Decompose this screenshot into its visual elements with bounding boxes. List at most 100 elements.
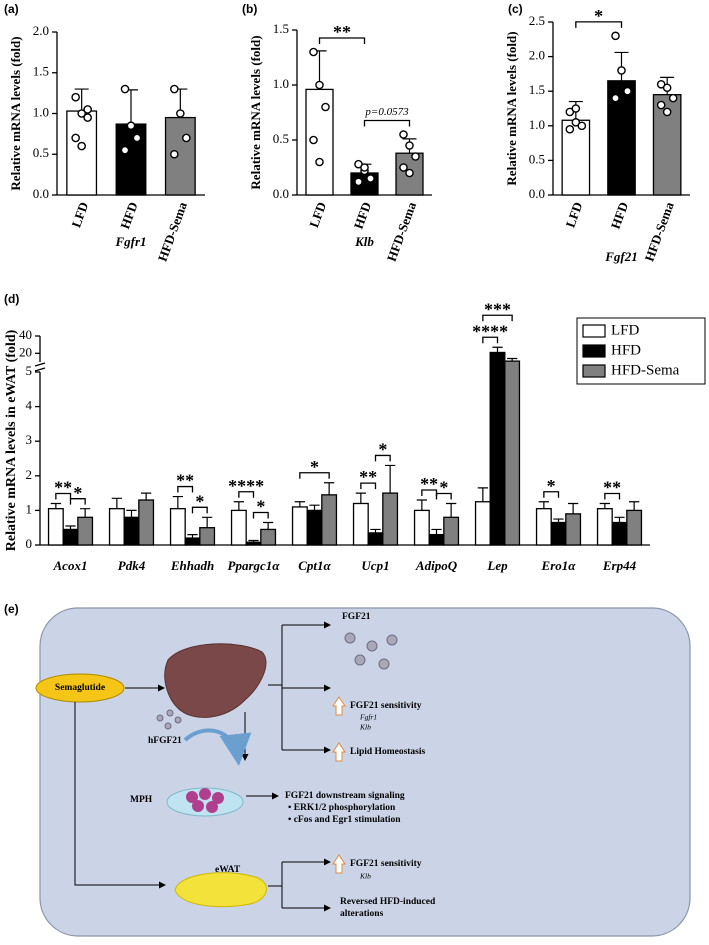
bar [230,509,247,546]
bar [108,508,125,546]
data-point [182,133,191,143]
bar [550,521,567,546]
x-tick-label: Erp44 [602,558,637,573]
significance-bracket [482,314,513,322]
x-tick-label: HFD-Sema [155,199,191,263]
error-bar [553,518,564,523]
data-point [354,177,363,187]
y-tick-label: 0.5 [529,151,545,166]
error-bar [187,534,198,539]
data-point [83,113,92,122]
secretion-label: FGF21 [342,612,371,622]
bar [291,506,308,546]
error-bar [614,516,625,523]
panel-label: (d) [4,292,19,306]
error-bar [172,495,183,509]
data-point [399,163,408,172]
data-point [71,133,80,143]
x-tick-label: LFD [306,200,329,230]
data-point [366,174,375,183]
diagram: (e) Semaglutide FGF21 FGF21 sensitivity … [4,602,691,937]
error-bar [111,497,122,509]
panel-label: (c) [508,2,523,16]
error-bar [202,516,213,528]
x-axis-label: Fgf21 [604,249,638,264]
data-point [611,31,620,41]
bar [115,123,147,196]
y-tick-label: 0.0 [33,186,49,201]
up-arrow-icon [332,696,346,716]
x-axis-label: Fgfr1 [114,234,146,249]
bar [367,532,384,546]
significance-bracket [363,119,411,127]
data-point [577,121,587,131]
bar [321,494,338,546]
data-point [309,135,318,145]
bar [199,527,216,546]
y-tick-label: 0.5 [273,131,289,146]
sensitivity-label: FGF21 sensitivity [350,701,422,711]
bar [184,537,201,546]
x-axis-label: Klb [354,234,374,249]
data-point [315,80,324,90]
error-bar [324,482,335,495]
error-bar [233,501,244,511]
x-tick-label: Ero1α [541,558,577,573]
bar [47,508,64,546]
x-tick-label: Cpt1α [298,558,331,573]
significance-label: ** [54,478,72,498]
y-tick-label: 2.0 [529,48,545,63]
significance-bracket [252,511,269,519]
significance-label: * [594,6,603,26]
y-tick-label: 1.0 [33,104,49,119]
axis-break [34,362,46,367]
error-bar [431,528,442,535]
reversal-label: alterations [340,909,384,919]
y-tick-label: 2.5 [529,13,545,28]
y-tick-label: 40 [19,327,32,342]
bar [306,509,323,546]
significance-bracket [299,472,330,479]
lipid-label: Lipid Homeostasis [350,747,426,757]
significance-bracket [238,491,255,498]
data-point [656,100,666,110]
data-point [120,84,130,94]
drug-shape [35,673,125,703]
y-axis-label: Relative mRNA levels (fold) [248,35,263,189]
signaling-item: • ERK1/2 phosphorylation [288,803,396,813]
y-tick-label: 1.5 [529,82,545,97]
error-bar [385,464,396,494]
data-point [71,92,80,102]
y-tick-label: 20 [19,344,32,359]
significance-bracket [604,492,621,500]
error-bar [141,492,152,501]
significance-bracket [69,498,86,505]
data-point [611,93,620,103]
bar [77,516,94,546]
y-tick-label: 1.0 [273,76,289,91]
arrow-branches [268,862,283,908]
data-point [321,102,330,112]
significance-label: **** [472,321,508,341]
x-tick-label: AdipoQ [415,558,458,573]
error-bar [74,88,89,112]
legend-label: LFD [611,322,640,338]
bar [62,528,79,546]
significance-bracket [374,454,391,462]
cells [186,788,224,813]
significance-bracket [55,492,72,500]
y-axis-label: Relative mRNA levels (fold) [8,36,23,190]
significance-bracket [482,336,499,344]
bar [596,508,613,546]
x-tick-label: Ehhadh [170,558,214,573]
bar [611,521,628,546]
x-tick-label: HFD-Sema [641,199,677,263]
significance-label: * [378,440,387,460]
legend-swatch [582,344,606,358]
legend-label: HFD-Sema [611,362,680,378]
data-point [411,152,420,161]
error-bar [309,504,320,511]
y-tick-label: 1.5 [273,21,289,36]
bar [474,501,491,546]
